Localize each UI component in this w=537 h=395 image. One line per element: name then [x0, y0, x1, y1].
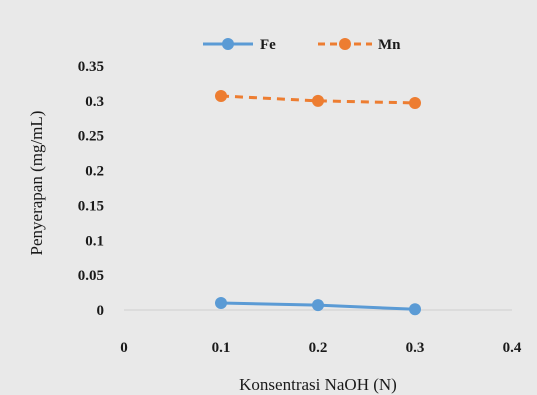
data-point-mn: [312, 94, 324, 107]
x-axis-label: Konsentrasi NaOH (N): [239, 375, 397, 394]
data-point-fe: [312, 299, 324, 312]
legend: Fe Mn: [203, 37, 401, 53]
series-line-mn: [220, 94, 416, 105]
y-tick-label: 0.3: [85, 94, 104, 110]
x-tick-label: 0.2: [309, 340, 328, 356]
legend-mn-marker: [339, 38, 351, 50]
y-axis-label: Penyerapan (mg/mL): [27, 111, 46, 256]
x-tick-label: 0.4: [503, 340, 522, 356]
x-axis: 0 0.1 0.2 0.3 0.4: [120, 309, 522, 356]
legend-mn-label: Mn: [378, 37, 401, 53]
data-point-fe: [215, 297, 227, 310]
legend-fe-label: Fe: [260, 37, 276, 53]
y-tick-label: 0: [97, 303, 105, 319]
y-tick-label: 0.1: [85, 233, 104, 249]
x-tick-label: 0.1: [212, 340, 231, 356]
y-tick-label: 0.25: [78, 129, 104, 145]
x-tick-label: 0: [120, 340, 128, 356]
y-tick-label: 0.2: [85, 164, 104, 180]
plot-series: [215, 89, 421, 316]
data-point-mn: [215, 89, 227, 102]
data-point-mn: [409, 96, 421, 109]
data-point-fe: [409, 303, 421, 316]
x-tick-label: 0.3: [406, 340, 425, 356]
y-tick-label: 0.15: [78, 198, 104, 214]
legend-fe-marker: [222, 38, 234, 50]
y-tick-label: 0.05: [78, 268, 104, 284]
y-tick-label: 0.35: [78, 59, 104, 75]
y-axis: 0 0.05 0.1 0.15 0.2 0.25 0.3 0.35: [78, 59, 104, 319]
